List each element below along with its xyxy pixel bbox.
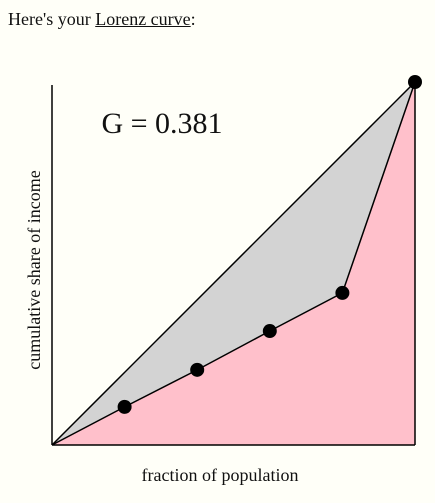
- header-suffix: :: [190, 9, 196, 29]
- lorenz-curve: [51, 81, 416, 446]
- data-point: [262, 324, 277, 339]
- header: Here's your Lorenz curve:: [8, 9, 196, 30]
- x-axis-label: fraction of population: [142, 465, 299, 485]
- data-point: [335, 285, 350, 300]
- data-point: [117, 399, 132, 414]
- data-point: [408, 75, 422, 89]
- income-area: [52, 82, 415, 445]
- lorenz-link[interactable]: Lorenz curve: [95, 9, 191, 29]
- gini-annotation: G = 0.381: [101, 107, 222, 140]
- data-point: [190, 362, 205, 377]
- header-text: Here's your: [8, 9, 96, 29]
- y-axis-label: cumulative share of income: [24, 170, 44, 369]
- equality-line: [51, 81, 416, 446]
